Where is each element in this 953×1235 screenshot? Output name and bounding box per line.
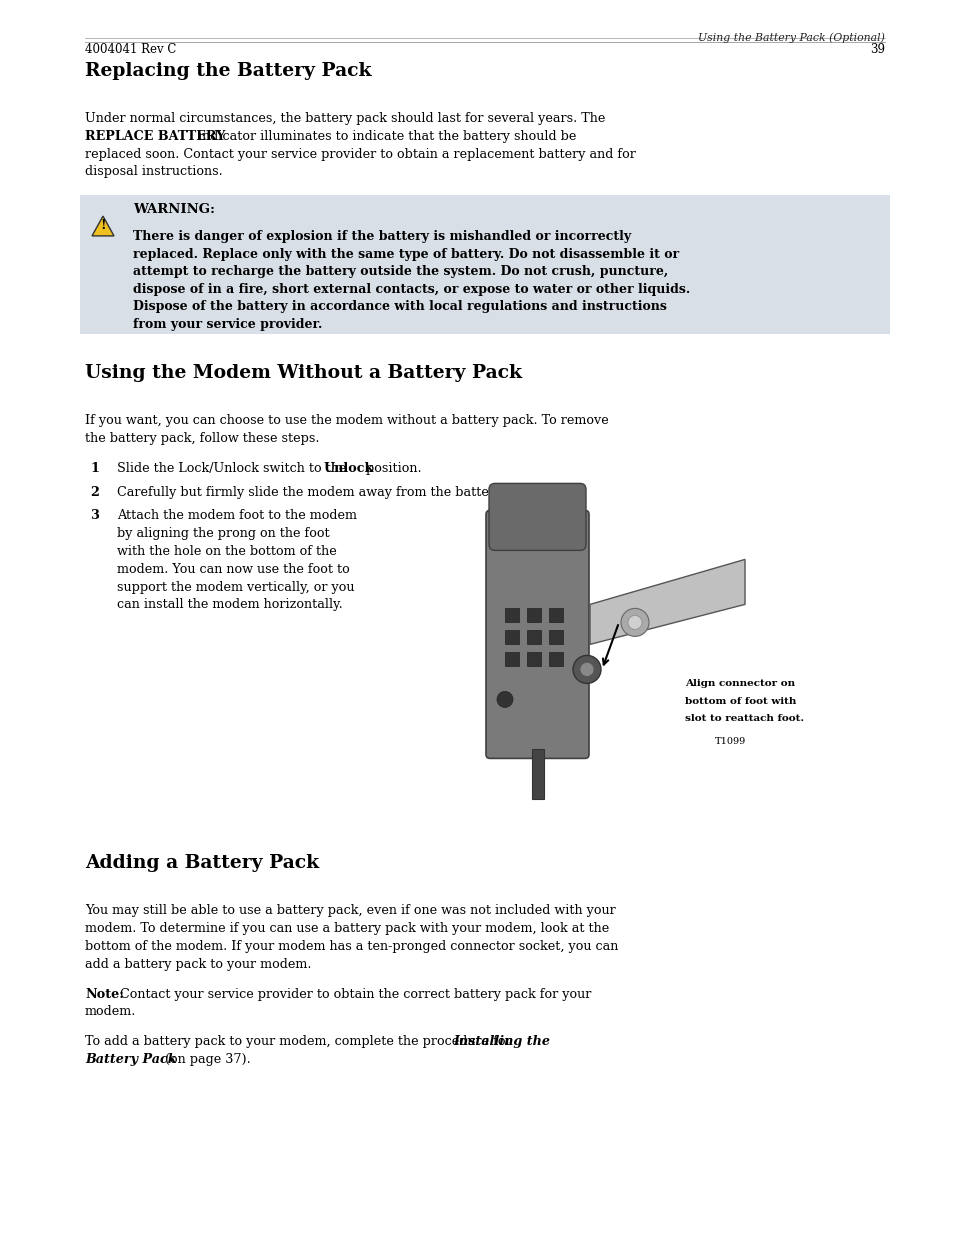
FancyBboxPatch shape — [504, 609, 518, 622]
Text: You may still be able to use a battery pack, even if one was not included with y: You may still be able to use a battery p… — [85, 904, 615, 918]
Text: slot to reattach foot.: slot to reattach foot. — [684, 714, 803, 724]
Text: Installing the: Installing the — [453, 1035, 550, 1049]
Text: modem. You can now use the foot to: modem. You can now use the foot to — [117, 563, 350, 576]
Text: position.: position. — [361, 462, 421, 474]
Text: WARNING:: WARNING: — [132, 204, 214, 216]
Text: 4004041 Rev C: 4004041 Rev C — [85, 43, 176, 56]
Text: with the hole on the bottom of the: with the hole on the bottom of the — [117, 545, 336, 558]
FancyBboxPatch shape — [489, 483, 585, 551]
FancyBboxPatch shape — [531, 750, 543, 799]
Text: Adding a Battery Pack: Adding a Battery Pack — [85, 855, 319, 872]
FancyBboxPatch shape — [548, 609, 562, 622]
Text: To add a battery pack to your modem, complete the procedure for: To add a battery pack to your modem, com… — [85, 1035, 515, 1049]
FancyBboxPatch shape — [504, 630, 518, 645]
Circle shape — [573, 656, 600, 683]
Text: 2: 2 — [90, 485, 99, 499]
Text: Using the Battery Pack (Optional): Using the Battery Pack (Optional) — [698, 32, 884, 42]
Circle shape — [497, 692, 513, 708]
Text: Attach the modem foot to the modem: Attach the modem foot to the modem — [117, 509, 356, 522]
Text: bottom of foot with: bottom of foot with — [684, 697, 796, 706]
Text: modem. To determine if you can use a battery pack with your modem, look at the: modem. To determine if you can use a bat… — [85, 923, 609, 935]
Text: indicator illuminates to indicate that the battery should be: indicator illuminates to indicate that t… — [193, 130, 576, 143]
Text: Align connector on: Align connector on — [684, 679, 794, 688]
Text: There is danger of explosion if the battery is mishandled or incorrectly: There is danger of explosion if the batt… — [132, 230, 631, 243]
Text: 39: 39 — [869, 43, 884, 56]
Text: can install the modem horizontally.: can install the modem horizontally. — [117, 599, 342, 611]
Text: T1099: T1099 — [714, 737, 745, 746]
Text: dispose of in a fire, short external contacts, or expose to water or other liqui: dispose of in a fire, short external con… — [132, 283, 690, 295]
Text: 3: 3 — [90, 509, 99, 522]
Text: add a battery pack to your modem.: add a battery pack to your modem. — [85, 958, 312, 971]
FancyBboxPatch shape — [526, 630, 540, 645]
FancyBboxPatch shape — [548, 652, 562, 667]
Text: disposal instructions.: disposal instructions. — [85, 165, 222, 178]
FancyBboxPatch shape — [526, 609, 540, 622]
Text: !: ! — [100, 219, 106, 232]
Text: If you want, you can choose to use the modem without a battery pack. To remove: If you want, you can choose to use the m… — [85, 414, 608, 427]
Text: modem.: modem. — [85, 1005, 136, 1019]
FancyBboxPatch shape — [504, 652, 518, 667]
Text: 1: 1 — [90, 462, 99, 474]
Text: support the modem vertically, or you: support the modem vertically, or you — [117, 580, 355, 594]
Circle shape — [627, 615, 641, 630]
Text: attempt to recharge the battery outside the system. Do not crush, puncture,: attempt to recharge the battery outside … — [132, 266, 667, 278]
Polygon shape — [589, 559, 744, 645]
Text: Dispose of the battery in accordance with local regulations and instructions: Dispose of the battery in accordance wit… — [132, 300, 666, 314]
Text: Note:: Note: — [85, 988, 124, 1000]
FancyBboxPatch shape — [548, 630, 562, 645]
Text: Contact your service provider to obtain the correct battery pack for your: Contact your service provider to obtain … — [116, 988, 591, 1000]
Circle shape — [620, 609, 648, 636]
Text: Carefully but firmly slide the modem away from the battery pack.: Carefully but firmly slide the modem awa… — [117, 485, 540, 499]
Text: replaced. Replace only with the same type of battery. Do not disassemble it or: replaced. Replace only with the same typ… — [132, 248, 679, 261]
Text: from your service provider.: from your service provider. — [132, 317, 322, 331]
Text: Using the Modem Without a Battery Pack: Using the Modem Without a Battery Pack — [85, 364, 521, 382]
Text: Replacing the Battery Pack: Replacing the Battery Pack — [85, 62, 372, 80]
Circle shape — [579, 662, 594, 677]
Polygon shape — [91, 216, 113, 236]
Text: bottom of the modem. If your modem has a ten-pronged connector socket, you can: bottom of the modem. If your modem has a… — [85, 940, 618, 953]
Text: the battery pack, follow these steps.: the battery pack, follow these steps. — [85, 432, 319, 445]
Text: REPLACE BATTERY: REPLACE BATTERY — [85, 130, 225, 143]
Text: by aligning the prong on the foot: by aligning the prong on the foot — [117, 527, 330, 540]
Text: (on page 37).: (on page 37). — [160, 1053, 250, 1066]
Text: replaced soon. Contact your service provider to obtain a replacement battery and: replaced soon. Contact your service prov… — [85, 148, 636, 161]
FancyBboxPatch shape — [485, 510, 588, 758]
Text: Slide the Lock/Unlock switch to the: Slide the Lock/Unlock switch to the — [117, 462, 350, 474]
Text: Unlock: Unlock — [324, 462, 374, 474]
FancyBboxPatch shape — [526, 652, 540, 667]
Text: Battery Pack: Battery Pack — [85, 1053, 176, 1066]
FancyBboxPatch shape — [80, 195, 889, 335]
Text: Under normal circumstances, the battery pack should last for several years. The: Under normal circumstances, the battery … — [85, 112, 605, 125]
